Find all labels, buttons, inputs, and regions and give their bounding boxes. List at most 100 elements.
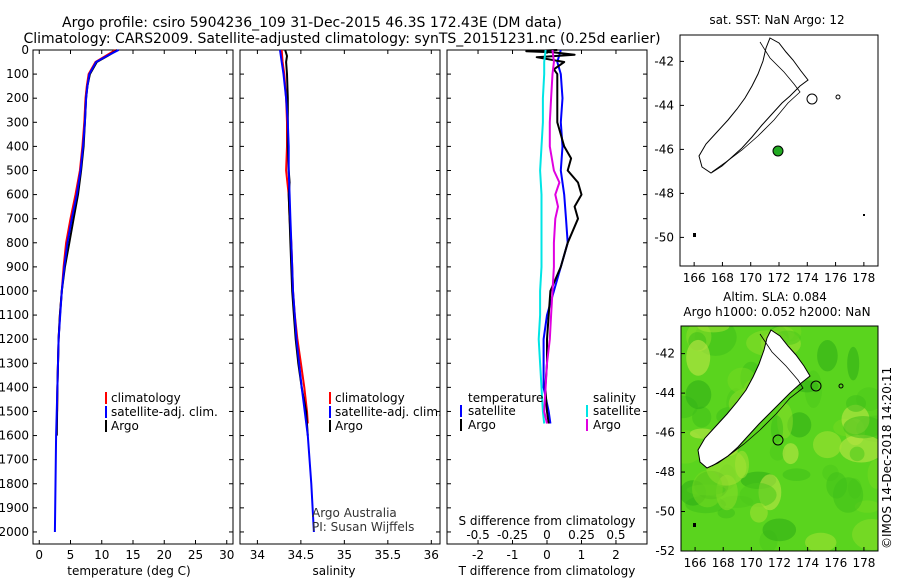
depth-tick-label: 800 [6,236,29,250]
salinity-tick-label: 34 [250,548,265,562]
depth-tick-label: 100 [6,67,29,81]
legend-label-argo: Argo [335,419,363,433]
sla-anomaly-patch [847,346,860,381]
salinity-tick-label: 34.5 [288,548,315,562]
sla-map-lon-tick-label: 174 [796,556,819,570]
sla-anomaly-patch [686,339,711,376]
depth-tick-label: 700 [6,212,29,226]
sla-depth-contour [711,333,804,467]
sst-island-contour [835,94,841,100]
sst-map-lat-tick-label: -46 [654,142,674,156]
sla-anomaly-patch [750,503,768,523]
sla-map-title-line-1: Altim. SLA: 0.084 [723,290,827,304]
sla-anomaly-patch [817,340,838,372]
salinity-tick-label: 36 [424,548,439,562]
depth-tick-label: 500 [6,163,29,177]
legend-label-s-argo: Argo [593,418,621,432]
legend-label-t-satellite: satellite [468,404,516,418]
legend-label-s-satellite: satellite [593,404,641,418]
sla-map-lat-tick-label: -52 [655,544,675,558]
sla-anomaly-patch [685,380,712,410]
depth-tick-label: 1700 [0,453,29,467]
temperature-axis-label: temperature (deg C) [67,564,190,578]
sst-island [863,214,865,216]
sla-anomaly-patch [846,395,866,412]
depth-tick-label: 1900 [0,501,29,515]
salinity-difference-argo-line [543,49,561,424]
sla-anomaly-patch [739,482,777,507]
sst-map-lat-tick-label: -44 [654,98,674,112]
sst-map-lon-tick-label: 176 [824,271,847,285]
legend-title-salinity: salinity [593,391,636,405]
depth-tick-label: 2000 [0,525,29,539]
sst-island [693,233,696,237]
sla-anomaly-patch [782,468,811,482]
sst-map-lon-tick-label: 166 [683,271,706,285]
sla-anomaly-patch [762,518,797,542]
salinity-satellite-line [279,49,315,533]
profile-series [53,49,583,533]
salinity-difference-tick-label: -0.25 [497,528,528,542]
sla-map-title-line-2: Argo h1000: 0.052 h2000: NaN [683,305,870,319]
depth-tick-label: 0 [21,43,29,57]
sla-map-lon-tick-label: 176 [824,556,847,570]
sla-anomaly-patch [849,446,865,462]
salinity-difference-tick-label: 0.25 [568,528,595,542]
salinity-panel-frame [239,49,441,545]
legend-label-argo: Argo [111,419,139,433]
sst-depth-contour [711,41,801,173]
temperature-tick-label: 25 [188,548,203,562]
sst-map-lat-tick-label: -50 [654,230,674,244]
temperature-difference-tick-label: 2 [612,548,620,562]
depth-tick-label: 1300 [0,356,29,370]
legend-label-t-argo: Argo [468,418,496,432]
sla-map-lon-tick-label: 172 [768,556,791,570]
temperature-tick-label: 15 [125,548,140,562]
sst-map-lat-tick-label: -42 [654,54,674,68]
temperature-difference-tick-label: -1 [507,548,519,562]
sla-anomaly-patch [867,459,878,489]
sst-map [679,34,879,267]
sst-map-lat-tick-label: -48 [654,186,674,200]
sst-map-lon-tick-label: 168 [711,271,734,285]
sla-map-lat-tick-label: -44 [655,386,675,400]
sla-map-lat-tick-label: -46 [655,426,675,440]
sla-anomaly-patch [813,431,842,459]
sst-map-lon-tick-label: 174 [796,271,819,285]
temperature-difference-argo-line [525,49,583,424]
depth-tick-label: 1200 [0,332,29,346]
temperature-difference-tick-label: 1 [578,548,586,562]
sla-map-lon-tick-label: 168 [712,556,735,570]
temperature-legend: climatology satellite-adj. clim. Argo [105,391,218,433]
salinity-difference-axis-label: S difference from climatology [459,514,636,528]
sla-map-lon-tick-label: 166 [684,556,707,570]
annotation-argo-australia: Argo Australia [312,506,397,520]
salinity-axis-label: salinity [312,564,355,578]
temperature-tick-label: 0 [35,548,43,562]
sla-anomaly-patch [717,507,735,519]
legend-label-satellite: satellite-adj. clim. [335,405,442,419]
figure-title-line-1: Argo profile: csiro 5904236_109 31-Dec-2… [62,15,562,31]
difference-axis-ticks: -2 -1 0 1 2 -0.5 -0.25 0 0.25 0.5 [466,50,626,562]
depth-tick-label: 400 [6,139,29,153]
temperature-satellite-line [53,49,120,533]
salinity-legend: climatology satellite-adj. clim. Argo [329,391,442,433]
sla-anomaly-patch [782,443,799,465]
sla-anomaly-patch [843,416,878,439]
salinity-difference-tick-label: 0.5 [606,528,625,542]
difference-legend: temperature salinity satellite Argo sate… [460,391,641,432]
sla-island [693,523,696,527]
temperature-difference-tick-label: 0 [543,548,551,562]
depth-tick-label: 1000 [0,284,29,298]
salinity-argo-line [284,49,309,436]
sla-anomaly-patch [692,470,723,508]
sst-map-ticks: 166 168 170 172 174 176 178 -42 -44 -46 -48 -50 [654,54,875,285]
sla-anomaly-patch [833,477,864,513]
sla-map-lon-tick-label: 170 [740,556,763,570]
sla-anomaly-patch [697,326,730,333]
temperature-difference-satellite-line [542,49,569,424]
sst-island-contour [806,93,818,105]
sst-argo-float-marker [772,145,784,157]
salinity-tick-label: 35.5 [374,548,401,562]
sla-island-contour [838,383,844,389]
